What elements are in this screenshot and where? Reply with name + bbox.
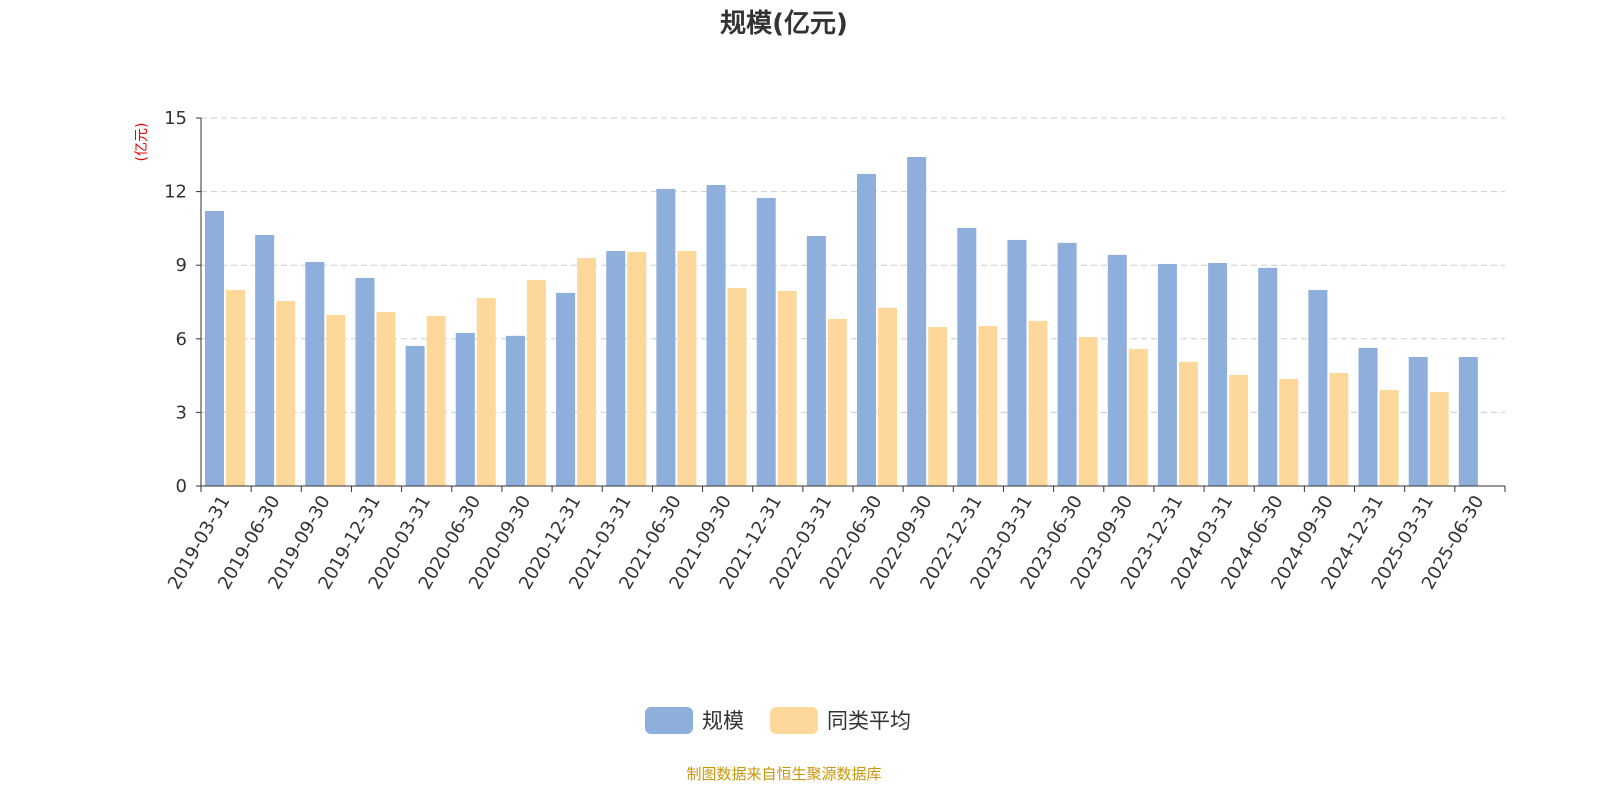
bar-scale <box>756 197 776 486</box>
bar-peer-average <box>226 289 245 486</box>
bar-peer-average <box>1028 320 1048 486</box>
bar-scale <box>907 157 927 486</box>
bar-peer-average <box>627 251 647 486</box>
bar-scale <box>1458 356 1478 486</box>
bar-scale <box>255 235 275 486</box>
bar-peer-average <box>1229 374 1249 486</box>
bar-peer-average <box>978 326 998 486</box>
bar-peer-average <box>577 258 597 486</box>
bar-scale <box>957 227 977 486</box>
bar-scale <box>556 292 576 486</box>
bar-peer-average <box>878 307 897 486</box>
bar-scale <box>205 210 224 487</box>
bar-peer-average <box>326 315 346 486</box>
bar-peer-average <box>426 315 446 486</box>
bar-scale <box>1107 254 1127 486</box>
bar-peer-average <box>1279 379 1299 486</box>
y-tick-label: 9 <box>176 255 187 276</box>
bar-peer-average <box>827 318 847 486</box>
bar-scale <box>1308 289 1328 486</box>
bar-scale <box>505 335 525 486</box>
bar-peer-average <box>677 250 697 486</box>
bar-peer-average <box>777 290 797 486</box>
bar-scale <box>1258 267 1278 486</box>
bar-peer-average <box>376 312 396 486</box>
bar-peer-average <box>1429 392 1449 486</box>
bar-peer-average <box>1128 348 1148 486</box>
bar-scale <box>706 184 726 486</box>
bar-scale <box>1007 239 1027 486</box>
bar-peer-average <box>1329 372 1349 486</box>
bar-scale <box>355 277 375 486</box>
y-tick-label: 3 <box>176 402 187 423</box>
bar-scale <box>656 188 676 486</box>
chart-title: 规模(亿元) <box>720 9 848 39</box>
bar-scale <box>806 236 826 486</box>
bar-scale <box>1408 356 1428 486</box>
bar-scale <box>1358 347 1378 486</box>
bar-scale <box>1157 263 1177 486</box>
bar-peer-average <box>276 301 296 486</box>
bar-peer-average <box>476 298 496 486</box>
y-tick-label: 15 <box>164 108 187 129</box>
bar-peer-average <box>526 279 546 486</box>
y-tick-label: 12 <box>164 182 187 203</box>
bar-peer-average <box>727 288 747 486</box>
bar-scale <box>606 250 626 486</box>
bar-scale <box>455 332 475 486</box>
bar-scale <box>405 345 425 486</box>
bar-scale <box>857 173 876 486</box>
bar-peer-average <box>928 327 948 486</box>
legend-swatch <box>770 707 818 734</box>
bar-scale <box>305 262 325 486</box>
y-tick-label: 6 <box>176 329 187 350</box>
y-tick-label: 0 <box>176 476 187 497</box>
legend-swatch <box>645 707 693 734</box>
bar-peer-average <box>1178 361 1198 486</box>
footer-source: 制图数据来自恒生聚源数据库 <box>686 765 881 783</box>
bar-scale <box>1057 242 1077 486</box>
legend-label: 同类平均 <box>827 709 911 733</box>
y-axis-label: (亿元) <box>134 123 150 162</box>
bar-peer-average <box>1078 337 1098 486</box>
bar-peer-average <box>1379 390 1399 486</box>
bar-scale <box>1208 262 1228 486</box>
legend-label: 规模 <box>702 709 744 733</box>
